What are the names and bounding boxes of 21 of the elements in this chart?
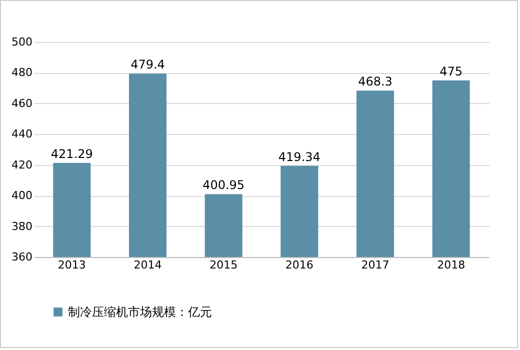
y-tick-label: 500: [12, 36, 32, 48]
y-tick-label: 460: [12, 96, 32, 110]
data-label: 479.4: [130, 58, 165, 72]
data-label: 421.29: [50, 146, 93, 161]
y-tick-label: 480: [12, 66, 32, 80]
y-tick-label: 380: [12, 220, 32, 233]
y-tick-label: 400: [12, 189, 32, 202]
y-tick-label: 360: [12, 250, 32, 264]
y-tick-label: 440: [12, 128, 32, 141]
x-tick-label: 2015: [210, 258, 238, 272]
x-tick-label: 2014: [134, 258, 162, 272]
x-tick-label: 2017: [361, 258, 390, 272]
x-tick-label: 2018: [437, 258, 466, 272]
x-tick-label: 2016: [285, 258, 314, 272]
data-label: 468.3: [358, 74, 392, 89]
x-tick-label: 2013: [58, 258, 86, 272]
y-tick-label: 420: [12, 158, 32, 172]
data-label: 475: [440, 64, 463, 78]
legend-label: 制冷压缩机市场规模：亿元: [68, 305, 212, 319]
data-label: 419.34: [278, 150, 320, 164]
data-label: 400.95: [202, 178, 245, 192]
